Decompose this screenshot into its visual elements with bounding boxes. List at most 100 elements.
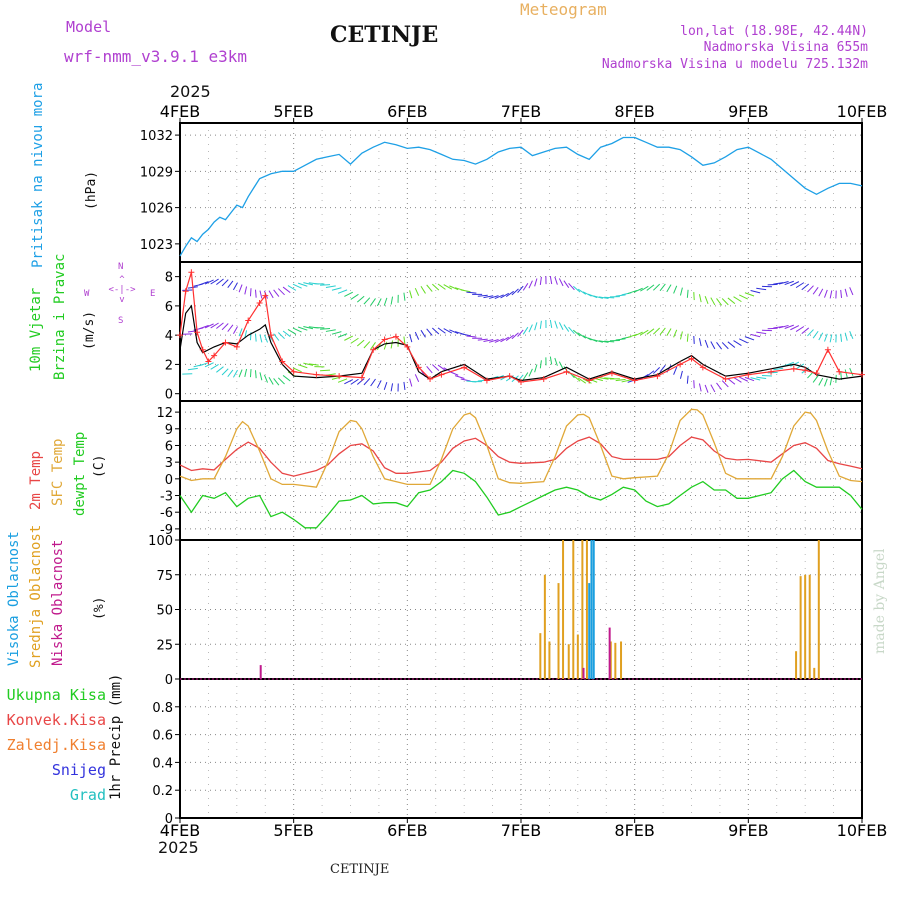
wind-arrow [303,282,314,286]
wind-arrow [414,374,420,383]
wind-arrow [646,328,655,335]
wind-arrow [604,340,615,343]
wind-arrow [390,296,394,305]
compass-w: W [84,289,90,299]
ytick-label: 1029 [140,165,173,180]
wind-arrow [679,287,683,296]
wind-arrow [666,328,672,336]
wind-arrow [376,380,382,389]
wind-arrow [232,326,238,335]
wind-arrow [679,370,683,379]
wind-gust-marker [290,368,297,375]
wind-arrow [795,282,805,289]
wind-arrow [721,342,729,350]
wind-arrow [627,333,638,338]
wind-arrow [653,366,661,374]
wind-arrow [254,333,257,342]
ytick-label: 75 [156,569,173,584]
xtick-label-bottom: 7FEB [501,821,541,840]
wind-arrow [303,362,314,366]
wind-arrow [733,296,742,303]
wind-arrow [460,378,471,382]
ytick-label: 12 [156,406,173,421]
precip-legend-grad: Grad [69,786,106,804]
wind-arrow [604,296,615,299]
year-bottom: 2025 [158,838,199,857]
wind-arrow [778,281,789,285]
wind-arrow [268,377,274,385]
wind-arrow [437,327,446,334]
wind-arrow [500,336,509,343]
wind-arrow [840,333,843,342]
ytick-label: 0 [165,473,173,488]
wind-arrow [331,287,342,291]
wind-arrow [199,281,209,286]
wind-arrow [308,363,319,366]
wind-arrow [844,332,848,341]
wind-arrow [221,279,229,287]
wind-arrow [522,326,529,335]
wind-arrow [292,327,302,333]
wind-gust-marker [631,377,638,384]
wind-arrow [221,368,229,376]
wind-arrow [227,324,234,332]
xtick-label-bottom: 6FEB [387,821,427,840]
ytick-label: 0 [165,388,173,403]
wind-arrow [210,278,219,285]
xtick-label-top: 4FEB [160,102,200,121]
wind-gust-marker [177,332,183,339]
cloud-high-bar [590,540,593,679]
wind-arrow [767,371,778,374]
cloud-low-bar [582,667,585,679]
wind-arrow [849,287,854,296]
wind-arrow [232,282,238,291]
wind-arrow [227,369,234,378]
wind-arrow [818,288,824,297]
wind-arrow [640,285,649,292]
wind-arrow [558,278,564,287]
wind-arrow [187,330,198,333]
wind-arrow [244,286,248,295]
wind-arrow [733,376,742,383]
wind-arrow [522,372,529,380]
wind-arrow [297,326,308,331]
ytick-label: 0 [165,673,173,688]
compass-n: N [118,262,124,272]
wind-arrow [849,367,854,376]
wind-arrow [534,278,538,287]
wind-arrow [320,328,331,330]
wind-arrow [801,283,810,291]
wind-arrow [517,329,524,337]
wind-arrow [704,296,709,305]
precip-legend-conv: Konvek.Kisa [6,711,106,729]
ytick-label: 0 [165,812,173,827]
wind-arrow [615,338,626,341]
ytick-label: 1026 [140,202,173,217]
wind-arrow [598,296,609,300]
wind-gust-marker [279,358,286,365]
cloud-mid-bar [808,574,811,679]
wind-arrow [698,294,702,303]
wind-arrow [282,375,291,382]
wind-arrow [646,284,655,291]
wind-arrow [739,294,749,300]
wind-arrow [264,334,268,343]
wind-arrow [494,338,504,343]
wind-gust-marker [608,370,615,377]
wind-arrow [187,367,198,371]
wind-arrow [577,288,587,295]
wind-arrow [303,326,314,330]
wind-gust-marker [813,370,820,377]
cloud-mid-bar [567,644,570,679]
wind-arrow [432,364,440,371]
wind-arrow [849,331,854,339]
wind-arrow [221,323,229,331]
cloud-mid-bar [795,651,798,679]
xtick-label-bottom: 9FEB [728,821,768,840]
wind-arrow [325,285,336,289]
ytick-label: 8 [165,271,173,286]
wind-arrow [344,291,354,297]
wind-arrow [640,329,649,336]
wind-gust-marker [222,339,229,346]
wind-arrow [568,282,575,291]
